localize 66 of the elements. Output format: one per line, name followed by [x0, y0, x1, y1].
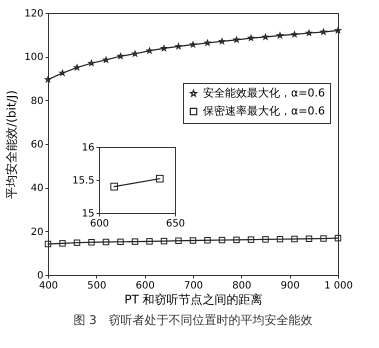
- y-tick-label: 60: [30, 140, 44, 150]
- x-tick-label: 700: [184, 280, 204, 292]
- x-tick-label: 650: [166, 218, 186, 230]
- y-tick-label: 120: [24, 8, 44, 20]
- point: [334, 27, 342, 34]
- x-tick-label: 1 000: [324, 280, 353, 292]
- y-tick-label: 15.5: [72, 176, 94, 186]
- point: [306, 30, 312, 36]
- x-tick-label: 900: [280, 280, 300, 292]
- point: [204, 237, 211, 244]
- x-tick-label: 600: [90, 218, 110, 230]
- point: [132, 50, 138, 57]
- point: [233, 236, 240, 244]
- y-axis-title: 平均安全能效/(bit/J): [4, 90, 18, 199]
- point: [276, 236, 284, 242]
- point: [291, 236, 298, 242]
- point: [117, 238, 124, 246]
- x-tick-label: 800: [232, 280, 252, 292]
- point: [175, 43, 182, 50]
- legend-label: 保密速率最大化，α=0.6: [203, 104, 325, 118]
- y-tick-label: 80: [30, 96, 44, 107]
- y-tick-label: 15: [82, 208, 94, 220]
- point: [320, 235, 327, 242]
- point: [88, 239, 95, 246]
- y-tick-label: 40: [30, 183, 44, 194]
- point: [146, 48, 153, 54]
- point: [248, 236, 254, 243]
- point: [218, 236, 226, 244]
- text: 图 3 窃听者处于不同位置时的平均安全能效: [73, 313, 313, 327]
- point: [334, 234, 342, 242]
- point: [320, 28, 327, 35]
- point: [190, 237, 196, 244]
- point: [88, 60, 95, 66]
- point: [262, 236, 269, 243]
- point: [117, 52, 124, 59]
- point: [204, 40, 211, 46]
- y-tick-label: 16: [82, 142, 94, 154]
- point: [102, 238, 110, 246]
- x-tick-label: 400: [38, 280, 58, 292]
- x-tick-label: 600: [136, 280, 155, 292]
- point: [44, 76, 52, 82]
- point: [248, 34, 254, 41]
- point: [74, 64, 80, 70]
- point: [59, 240, 66, 247]
- point: [132, 238, 138, 245]
- point: [59, 70, 66, 76]
- point: [175, 237, 182, 244]
- y-tick-label: 100: [24, 52, 44, 64]
- point: [291, 31, 298, 38]
- point: [146, 238, 153, 245]
- point: [74, 239, 80, 246]
- point: [276, 32, 284, 38]
- y-tick-label: 20: [30, 226, 44, 238]
- x-tick-label: 500: [87, 280, 106, 292]
- point: [233, 36, 240, 43]
- point: [306, 236, 312, 242]
- point: [190, 41, 196, 48]
- point: [160, 238, 168, 244]
- legend-label: 安全能效最大化，α=0.6: [203, 86, 325, 100]
- y-tick-label: 0: [37, 270, 44, 282]
- point: [44, 240, 52, 248]
- x-axis-title: PT 和窃听节点之间的距离: [124, 292, 263, 306]
- point: [218, 38, 226, 44]
- point: [102, 56, 110, 63]
- point: [160, 45, 168, 52]
- point: [262, 34, 269, 40]
